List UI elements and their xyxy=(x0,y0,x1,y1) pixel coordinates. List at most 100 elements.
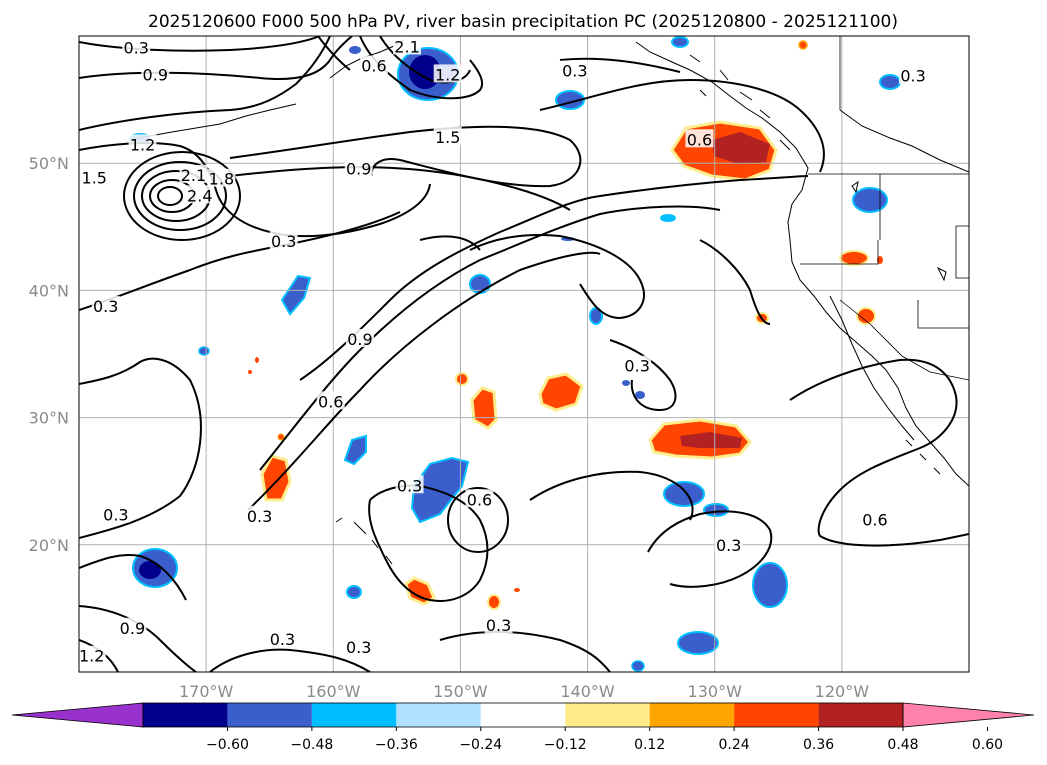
pv-contour-06-central-loop xyxy=(447,487,509,553)
contour-label: 1.2 xyxy=(130,135,155,154)
contour-label-bg xyxy=(685,129,714,148)
neg-region-hawaii-west xyxy=(132,548,178,588)
contour-label: 0.6 xyxy=(862,511,887,530)
contour-label: 0.3 xyxy=(271,232,296,251)
contour-label: 0.9 xyxy=(120,619,145,638)
pv-contour-09-jet xyxy=(299,175,809,381)
contour-label: 0.3 xyxy=(123,39,148,58)
pos-region-10 xyxy=(798,40,808,50)
contour-label-bg xyxy=(179,164,208,183)
contour-label: 0.9 xyxy=(346,160,371,179)
contour-label-bg xyxy=(899,65,928,84)
pv-contour-03-south-east xyxy=(647,510,773,588)
pv-contour-03-gulf xyxy=(559,57,681,73)
colorbar-tick-label: −0.36 xyxy=(375,737,418,753)
contour-label: 0.9 xyxy=(347,330,372,349)
neg-region-18 xyxy=(752,562,788,608)
pos-region-12 xyxy=(255,357,259,363)
pv-contour-03-jet xyxy=(247,251,601,511)
gridlines xyxy=(79,36,969,672)
archipelago-marks xyxy=(689,54,791,151)
neg-region-4 xyxy=(852,187,888,213)
colorbar-segment xyxy=(734,703,819,727)
pos-region-15 xyxy=(877,256,883,264)
pos-region-1 xyxy=(538,372,584,412)
island-2 xyxy=(936,266,947,282)
pv-contour-06-southeast xyxy=(789,358,969,547)
colorbar-tick-label: 0.12 xyxy=(634,737,665,753)
contour-labels: 0.30.91.21.5 2.1 1.82.40.62.11.21.50.90.30… xyxy=(79,36,928,666)
colorbar-segment xyxy=(143,703,228,727)
contour-label-bg xyxy=(465,489,494,508)
longitude-labels: 170°W 160°W 150°W 140°W 130°W 120°W xyxy=(179,682,869,701)
pv-contour-03-east-mid xyxy=(529,470,694,521)
neg-region-3 xyxy=(879,74,901,90)
pv-contour-06-south xyxy=(79,553,187,601)
neg-region-13 xyxy=(635,391,645,399)
contour-label: 0.3 xyxy=(247,507,272,526)
contour-label: 0.3 xyxy=(486,616,511,635)
us-mexico-border xyxy=(839,299,969,381)
pv-contour-12 xyxy=(79,142,431,238)
contour-label-bg xyxy=(560,60,589,79)
pv-contour-03-loop xyxy=(469,233,645,320)
colorbar-segment xyxy=(565,703,650,727)
contour-label-bg xyxy=(714,535,743,554)
colorbar-extend-low xyxy=(11,702,144,728)
lon-tick-label: 140°W xyxy=(560,682,615,701)
contour-label-bg xyxy=(433,64,462,83)
contour-label: 0.3 xyxy=(900,67,925,86)
pos-region-7 xyxy=(839,250,869,266)
pv-contour-06-alaska xyxy=(317,36,351,71)
colorbar-frame xyxy=(142,702,904,728)
pos-region-14 xyxy=(514,588,520,592)
contour-label-bg xyxy=(185,185,214,204)
neg-region-19 xyxy=(346,585,362,599)
contour-label: 0.3 xyxy=(397,476,422,495)
pv-contour-03-south-west xyxy=(209,648,371,672)
mexico-islands xyxy=(905,439,941,475)
neg-region-14 xyxy=(343,434,367,466)
lon-tick-label: 130°W xyxy=(688,682,743,701)
colorbar-tick-label: −0.12 xyxy=(544,737,587,753)
pv-contour-03-east xyxy=(699,239,771,325)
contour-label-bg xyxy=(269,231,298,250)
pv-contour-09-mid xyxy=(229,166,571,211)
contour-label-bg xyxy=(393,36,422,55)
positive-precip-regions xyxy=(248,40,883,610)
colorbar: −0.60 −0.48 −0.36 −0.24 −0.12 0.12 0.24 0.36 0.4… xyxy=(11,702,1035,753)
contour-label-bg xyxy=(344,158,373,177)
contour-label: 2.1 xyxy=(181,166,206,185)
colorbar-tick-label: −0.24 xyxy=(459,737,502,753)
contour-label: 0.6 xyxy=(467,490,492,509)
contour-label: 0.3 xyxy=(270,630,295,649)
neg-region-20 xyxy=(677,631,719,655)
pos-region-2 xyxy=(470,386,498,430)
neg-region-6 xyxy=(280,274,312,316)
contour-label: 0.6 xyxy=(687,130,712,149)
neg-region-21 xyxy=(631,660,645,672)
contour-label: 0.3 xyxy=(716,536,741,555)
lat-tick-label: 20°N xyxy=(29,536,69,555)
contour-label-bg xyxy=(101,504,130,523)
contour-label: 0.3 xyxy=(103,506,128,525)
neg-region-22 xyxy=(349,46,361,54)
colorbar-segment xyxy=(396,703,481,727)
neg-region-8 xyxy=(660,214,676,222)
colorbar-tick-label: 0.36 xyxy=(803,737,834,753)
lon-tick-label: 160°W xyxy=(306,682,361,701)
contour-label-bg xyxy=(623,355,652,374)
colorbar-tick-label: 0.24 xyxy=(719,737,750,753)
colorbar-segment xyxy=(227,703,312,727)
hawaii-islands xyxy=(335,517,393,565)
colorbar-segment xyxy=(649,703,735,727)
colorbar-tick-label: −0.60 xyxy=(206,737,249,753)
island-1 xyxy=(851,180,859,194)
contour-label-bg xyxy=(484,615,513,634)
contour-label: 2.1 xyxy=(394,37,419,56)
map-panel: 0.30.91.21.5 2.1 1.82.40.62.11.21.50.90.30… xyxy=(79,36,969,672)
contour-label: 0.3 xyxy=(562,62,587,81)
contour-label: 0.3 xyxy=(624,357,649,376)
inland-coast xyxy=(839,109,969,173)
